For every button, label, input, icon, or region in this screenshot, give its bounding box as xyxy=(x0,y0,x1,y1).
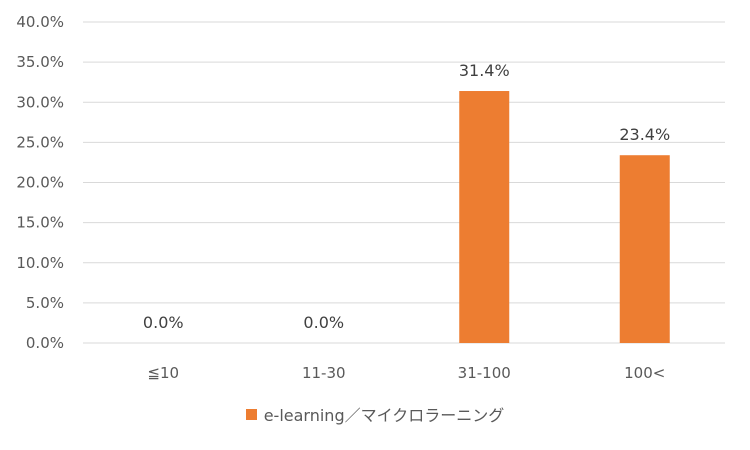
y-tick-label: 25.0% xyxy=(16,133,64,151)
x-tick-label: 31-100 xyxy=(458,364,511,382)
y-tick-label: 20.0% xyxy=(16,174,64,192)
x-tick-label: 11-30 xyxy=(302,364,346,382)
data-label: 31.4% xyxy=(459,61,510,80)
y-tick-label: 5.0% xyxy=(26,294,64,312)
data-label: 0.0% xyxy=(143,313,184,332)
y-tick-label: 30.0% xyxy=(16,93,64,111)
plot-area: 0.0% 5.0% 10.0% 15.0% 20.0% 25.0% 30.0% 35.0% 40… xyxy=(16,13,725,382)
y-tick-label: 35.0% xyxy=(16,53,64,71)
legend-label: e-learning／マイクロラーニング xyxy=(263,406,505,425)
x-tick-label: 100< xyxy=(624,364,665,382)
y-tick-label: 15.0% xyxy=(16,214,64,232)
legend: e-learning／マイクロラーニング xyxy=(0,402,750,426)
data-label: 0.0% xyxy=(303,313,344,332)
data-label: 23.4% xyxy=(619,125,670,144)
x-tick-label: ≦10 xyxy=(147,364,179,382)
bar xyxy=(459,91,510,343)
y-tick-label: 0.0% xyxy=(26,334,64,352)
y-tick-label: 10.0% xyxy=(16,254,64,272)
legend-swatch xyxy=(245,408,257,420)
y-tick-label: 40.0% xyxy=(16,13,64,31)
bar xyxy=(619,155,670,343)
